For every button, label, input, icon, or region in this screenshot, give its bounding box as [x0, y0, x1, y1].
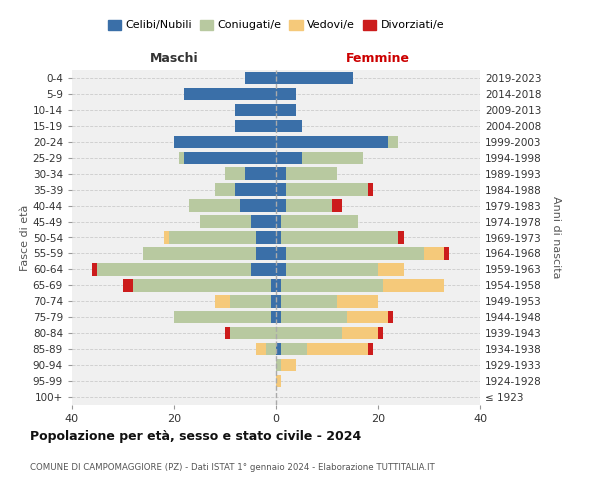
Bar	[169, 232, 256, 243]
Bar	[281, 279, 383, 291]
Bar	[230, 295, 271, 308]
Y-axis label: Anni di nascita: Anni di nascita	[551, 196, 561, 279]
Bar	[215, 184, 235, 196]
Bar	[235, 104, 276, 116]
Text: Popolazione per età, sesso e stato civile - 2024: Popolazione per età, sesso e stato civil…	[30, 430, 361, 443]
Bar	[276, 263, 286, 276]
Bar	[245, 168, 276, 180]
Bar	[276, 295, 281, 308]
Bar	[388, 136, 398, 148]
Bar	[388, 311, 394, 324]
Bar	[225, 168, 245, 180]
Bar	[276, 200, 286, 212]
Bar	[276, 168, 286, 180]
Bar	[276, 120, 302, 132]
Bar	[276, 104, 296, 116]
Bar	[256, 247, 276, 260]
Bar	[174, 311, 271, 324]
Bar	[444, 247, 449, 260]
Bar	[398, 232, 404, 243]
Bar	[230, 327, 276, 340]
Bar	[235, 184, 276, 196]
Bar	[276, 247, 286, 260]
Bar	[184, 88, 276, 100]
Bar	[271, 279, 276, 291]
Bar	[123, 279, 133, 291]
Bar	[281, 232, 398, 243]
Legend: Celibi/Nubili, Coniugati/e, Vedovi/e, Divorziati/e: Celibi/Nubili, Coniugati/e, Vedovi/e, Di…	[103, 16, 449, 35]
Bar	[190, 200, 240, 212]
Bar	[276, 184, 286, 196]
Bar	[97, 263, 251, 276]
Bar	[286, 263, 378, 276]
Y-axis label: Fasce di età: Fasce di età	[20, 204, 30, 270]
Bar	[307, 343, 368, 355]
Bar	[281, 295, 337, 308]
Bar	[143, 247, 256, 260]
Bar	[332, 200, 342, 212]
Bar	[276, 216, 281, 228]
Bar	[302, 152, 362, 164]
Bar	[424, 247, 444, 260]
Bar	[281, 216, 358, 228]
Bar	[276, 375, 281, 388]
Bar	[184, 152, 276, 164]
Bar	[235, 120, 276, 132]
Bar	[164, 232, 169, 243]
Bar	[378, 327, 383, 340]
Bar	[133, 279, 271, 291]
Bar	[179, 152, 184, 164]
Bar	[337, 295, 378, 308]
Bar	[281, 343, 307, 355]
Bar	[368, 343, 373, 355]
Bar	[240, 200, 276, 212]
Bar	[256, 232, 276, 243]
Bar	[281, 359, 296, 372]
Bar	[215, 295, 230, 308]
Bar	[251, 263, 276, 276]
Bar	[92, 263, 97, 276]
Bar	[174, 136, 276, 148]
Bar	[286, 200, 332, 212]
Bar	[276, 88, 296, 100]
Bar	[276, 359, 281, 372]
Bar	[286, 184, 368, 196]
Text: COMUNE DI CAMPOMAGGIORE (PZ) - Dati ISTAT 1° gennaio 2024 - Elaborazione TUTTITA: COMUNE DI CAMPOMAGGIORE (PZ) - Dati ISTA…	[30, 462, 435, 471]
Bar	[276, 152, 302, 164]
Bar	[342, 327, 378, 340]
Bar	[276, 311, 281, 324]
Bar	[276, 136, 388, 148]
Bar	[276, 279, 281, 291]
Bar	[256, 343, 266, 355]
Bar	[266, 343, 276, 355]
Bar	[347, 311, 388, 324]
Text: Femmine: Femmine	[346, 52, 410, 65]
Bar	[199, 216, 251, 228]
Bar	[245, 72, 276, 84]
Bar	[225, 327, 230, 340]
Text: Maschi: Maschi	[149, 52, 199, 65]
Bar	[271, 295, 276, 308]
Bar	[251, 216, 276, 228]
Bar	[276, 232, 281, 243]
Bar	[286, 247, 424, 260]
Bar	[276, 72, 353, 84]
Bar	[286, 168, 337, 180]
Bar	[378, 263, 404, 276]
Bar	[368, 184, 373, 196]
Bar	[383, 279, 444, 291]
Bar	[276, 327, 342, 340]
Bar	[276, 343, 281, 355]
Bar	[281, 311, 347, 324]
Bar	[271, 311, 276, 324]
